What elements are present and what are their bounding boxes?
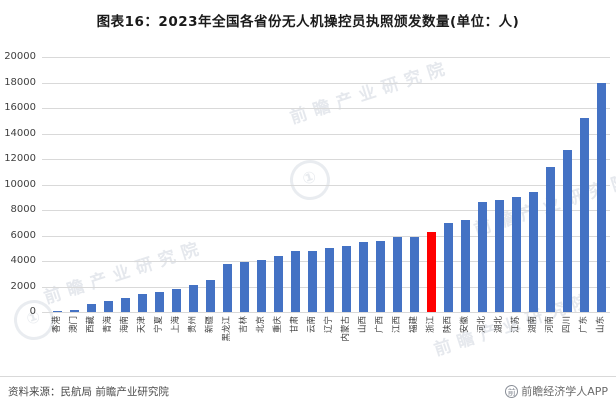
bar-辽宁 [324,248,334,312]
bar-江苏 [511,197,521,312]
footer-divider [0,376,616,377]
x-tick-label: 湖北 [494,316,504,334]
y-tick-label: 0 [29,306,36,317]
y-tick-label: 14000 [4,127,36,139]
gridline [42,210,610,211]
y-tick-label: 16000 [4,102,36,113]
x-tick-label: 四川 [562,316,572,334]
bar-澳门 [69,310,79,312]
bar-湖北 [494,199,504,312]
bar-重庆 [273,255,283,312]
x-tick-label: 山东 [596,316,606,334]
bar-河北 [477,202,487,312]
x-tick-label: 湖南 [528,316,538,334]
bar-天津 [137,294,147,312]
x-tick-label: 香港 [52,316,62,334]
chart-title: 图表16：2023年全国各省份无人机操控员执照颁发数量(单位：人) [96,14,520,30]
gridline [42,82,610,84]
y-tick-label: 12000 [4,153,36,164]
bar-云南 [307,250,317,312]
y-tick-label: 8000 [10,204,36,215]
x-tick-label: 海南 [120,316,130,334]
gridline [42,133,610,135]
x-tick-label: 宁夏 [154,316,164,334]
gridline [42,184,610,186]
bar-西藏 [86,304,96,312]
x-tick-label: 福建 [409,316,419,334]
bar-上海 [171,289,181,312]
x-tick-label: 吉林 [239,316,249,334]
x-tick-label: 云南 [307,316,317,334]
x-tick-label: 辽宁 [324,316,334,334]
bar-广东 [579,118,589,312]
bar-河南 [545,166,555,312]
y-tick-label: 20000 [4,51,36,62]
gridline [42,235,610,237]
x-tick-label: 广东 [579,316,589,334]
x-tick-label: 重庆 [273,316,283,334]
bar-山东 [596,82,606,312]
bar-贵州 [188,285,198,312]
bar-四川 [562,150,572,312]
x-tick-label: 上海 [171,316,181,334]
y-tick-label: 6000 [10,229,36,241]
x-tick-label: 北京 [256,316,266,334]
x-tick-label: 河南 [545,316,555,334]
x-tick-label: 新疆 [205,316,215,334]
x-tick-label: 浙江 [426,316,436,334]
x-tick-label: 甘肃 [290,316,300,334]
bar-广西 [375,240,385,312]
x-tick-label: 贵州 [188,316,198,334]
x-tick-label: 江西 [392,316,402,334]
bar-黑龙江 [222,263,232,312]
gridline [42,57,610,58]
bar-北京 [256,259,266,312]
y-tick-label: 2000 [10,280,36,292]
x-tick-label: 黑龙江 [222,316,232,342]
bar-湖南 [528,192,538,312]
bar-浙江 [426,231,436,312]
bar-陕西 [443,222,453,312]
bar-吉林 [239,262,249,312]
source-note: 资料来源：民航局 前瞻产业研究院 [8,386,169,398]
qianzhan-logo-icon: 前 [505,384,519,398]
bar-山西 [358,241,368,312]
bar-新疆 [205,280,215,312]
x-tick-label: 陕西 [443,316,453,334]
y-tick-label: 4000 [10,255,36,266]
x-tick-label: 山西 [358,316,368,334]
bar-青海 [103,300,113,312]
gridline [42,312,610,313]
bar-安徽 [460,220,470,312]
x-tick-label: 广西 [375,316,385,334]
bar-海南 [120,297,130,312]
gridline [42,159,610,160]
brand-note: 前 前瞻经济学人APP [505,383,608,399]
bar-福建 [409,236,419,312]
x-tick-label: 西藏 [86,316,96,334]
brand-label: 前瞻经济学人APP [521,385,608,398]
y-tick-label: 18000 [4,76,36,88]
bar-江西 [392,236,402,312]
x-tick-label: 澳门 [69,316,79,334]
bar-内蒙古 [341,245,351,312]
bar-香港 [52,311,62,312]
y-tick-label: 10000 [4,178,36,190]
x-tick-label: 安徽 [460,316,470,334]
bar-甘肃 [290,250,300,312]
x-tick-label: 青海 [103,316,113,334]
bar-宁夏 [154,291,164,312]
x-tick-label: 内蒙古 [341,316,351,342]
gridline [42,108,610,109]
x-tick-label: 江苏 [511,316,521,334]
x-tick-label: 河北 [477,316,487,334]
x-tick-label: 天津 [137,316,147,334]
